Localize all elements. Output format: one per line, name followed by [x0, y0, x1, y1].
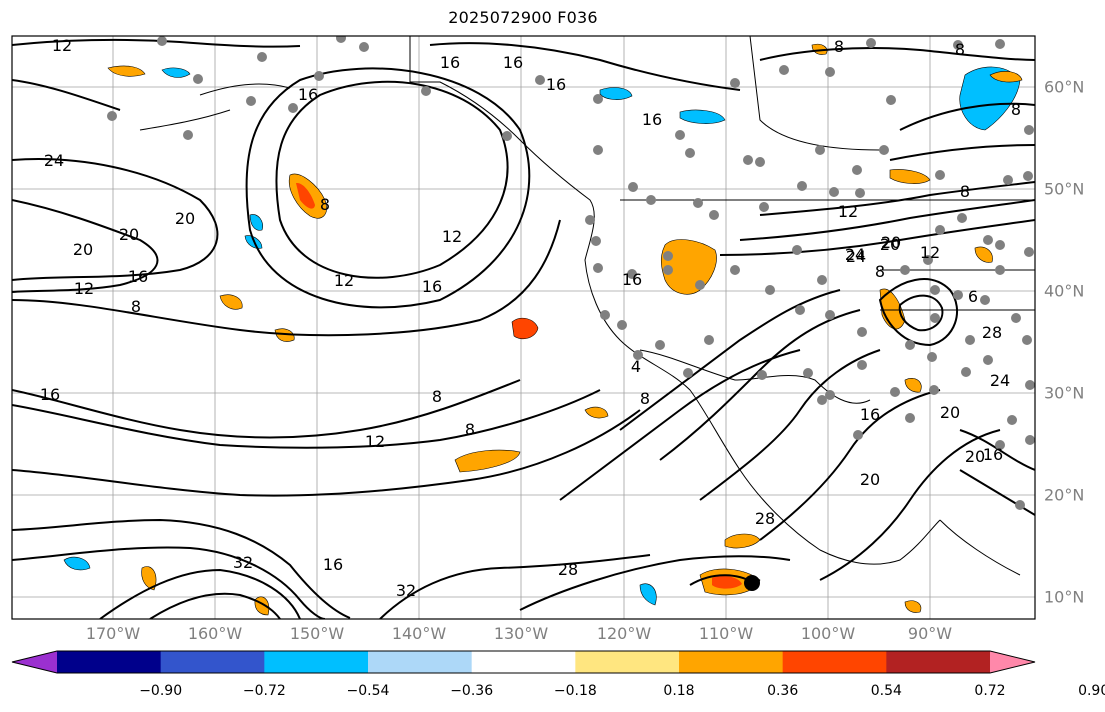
contour-label: 12 — [365, 432, 385, 451]
colorbar-tick-label: −0.72 — [242, 683, 286, 699]
colorbar-segment — [782, 651, 887, 673]
colorbar-tick-label: 0.90 — [1078, 683, 1105, 699]
contour-label: 12 — [74, 279, 94, 298]
contour-label: 28 — [558, 560, 578, 579]
contour-label: 8 — [131, 297, 141, 316]
contour-label: 20 — [860, 470, 880, 489]
contour-label: 16 — [40, 385, 60, 404]
contour-label: 8 — [960, 182, 970, 201]
station-dots — [107, 36, 1035, 510]
lat-label: 60°N — [1044, 77, 1085, 97]
colorbar-extend-max — [990, 651, 1035, 673]
contour-label: 32 — [233, 553, 253, 572]
colorbar — [11, 650, 1036, 674]
contour-label: 20 — [175, 209, 195, 228]
lon-label: 100°W — [800, 624, 856, 643]
contour-label: 16 — [128, 267, 148, 286]
lon-label: 140°W — [391, 624, 447, 643]
contour-label: 8 — [834, 37, 844, 56]
contour-label: 8 — [955, 40, 965, 59]
colorbar-segment — [264, 651, 369, 673]
contour-label: 16 — [503, 53, 523, 72]
lon-label: 160°W — [187, 624, 243, 643]
lon-label: 90°W — [907, 624, 953, 643]
colorbar-tick-label: 0.54 — [870, 683, 902, 699]
lat-label: 10°N — [1044, 587, 1085, 607]
lon-label: 150°W — [289, 624, 345, 643]
contour-label: 16 — [546, 75, 566, 94]
colorbar-tick-label: −0.18 — [553, 683, 597, 699]
map-frame — [11, 35, 1036, 620]
colorbar-segment — [575, 651, 680, 673]
contour-label: 28 — [755, 509, 775, 528]
colorbar-segment — [160, 651, 265, 673]
contour-label: 8 — [640, 389, 650, 408]
lon-label: 170°W — [85, 624, 141, 643]
contour-label: 24 — [990, 371, 1010, 390]
contour-label: 16 — [422, 277, 442, 296]
contour-label: 12 — [920, 243, 940, 262]
contour-label: 20 — [940, 403, 960, 422]
contour-label: 32 — [396, 581, 416, 600]
contour-label: 24 — [845, 245, 865, 264]
colorbar-segment — [57, 651, 162, 673]
lat-label: 50°N — [1044, 179, 1085, 199]
colorbar-segment — [886, 651, 991, 673]
contour-label: 12 — [52, 36, 72, 55]
contour-label: 20 — [965, 447, 985, 466]
contour-label: 16 — [622, 270, 642, 289]
contour-label: 8 — [465, 420, 475, 439]
contour-label: 12 — [838, 202, 858, 221]
contour-label: 8 — [1011, 100, 1021, 119]
contour-lines — [12, 38, 1035, 619]
lon-label: 130°W — [493, 624, 549, 643]
colorbar-extend-min — [12, 651, 57, 673]
contour-label: 16 — [642, 110, 662, 129]
lon-label: 120°W — [596, 624, 652, 643]
colorbar-tick-label: −0.36 — [450, 683, 494, 699]
contour-label: 16 — [860, 405, 880, 424]
map-panel: 12 16 16 16 16 16 8 8 24 20 20 20 16 12 … — [11, 35, 1036, 620]
colorbar-tick-label: 0.18 — [663, 683, 695, 699]
colorbar-tick-label: −0.54 — [346, 683, 390, 699]
contour-label: 24 — [44, 151, 64, 170]
contour-label: 6 — [968, 287, 978, 306]
lat-label: 30°N — [1044, 383, 1085, 403]
plot-title: 2025072900 F036 — [448, 8, 598, 27]
colorbar-segment — [679, 651, 784, 673]
contour-label: 8 — [875, 262, 885, 281]
colorbar-segment — [368, 651, 473, 673]
colorbar-tick-label: 0.72 — [974, 683, 1006, 699]
colorbar-tick-label: −0.90 — [139, 683, 183, 699]
contour-label: 20 — [881, 233, 901, 252]
colorbar-tick-label: 0.36 — [767, 683, 799, 699]
contour-label: 4 — [631, 357, 641, 376]
contour-label: 8 — [320, 195, 330, 214]
contour-label: 20 — [880, 235, 900, 254]
lat-label: 40°N — [1044, 281, 1085, 301]
contour-label: 8 — [432, 387, 442, 406]
contour-label: 16 — [440, 53, 460, 72]
lat-label: 20°N — [1044, 485, 1085, 505]
contour-label: 12 — [334, 271, 354, 290]
contour-label: 20 — [119, 225, 139, 244]
lon-label: 110°W — [698, 624, 754, 643]
contour-label: 20 — [73, 240, 93, 259]
contour-label-group: 12 16 16 16 16 16 8 8 24 20 20 20 16 12 … — [40, 36, 1021, 600]
contour-label: 16 — [323, 555, 343, 574]
contour-label: 12 — [442, 227, 462, 246]
contour-label: 28 — [982, 323, 1002, 342]
colorbar-segment — [471, 651, 576, 673]
storm-center-marker — [744, 575, 760, 591]
contour-label: 16 — [983, 445, 1003, 464]
contour-label: 16 — [298, 85, 318, 104]
contour-label: 24 — [846, 247, 866, 266]
